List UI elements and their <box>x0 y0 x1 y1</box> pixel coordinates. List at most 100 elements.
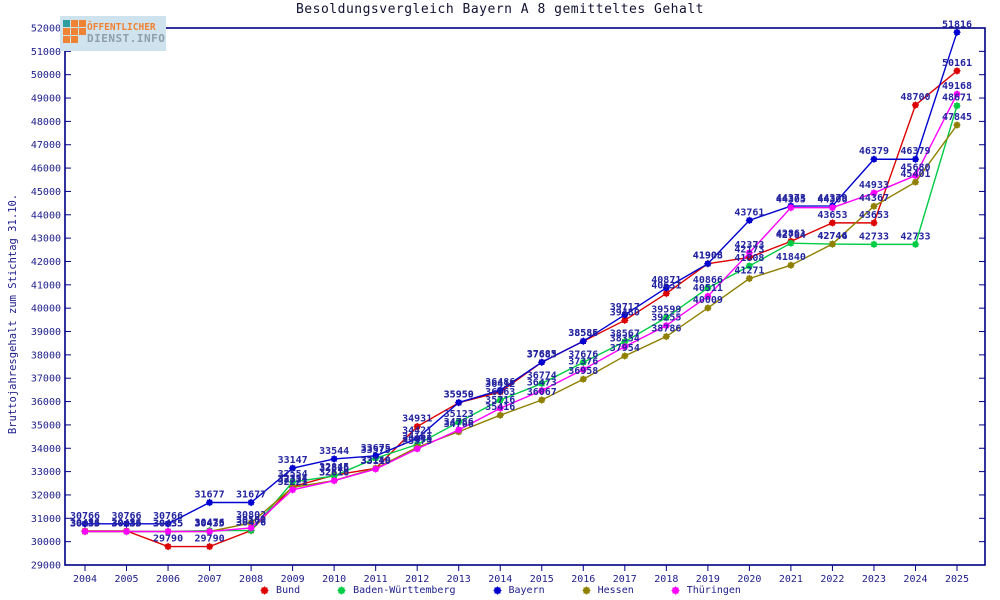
logo-text-line2: DIENST.INFO <box>87 31 166 45</box>
data-label-baden-w-rttemberg: 42784 <box>776 230 806 241</box>
data-label-hessen: 34706 <box>444 419 474 430</box>
series-point-th-ringen <box>620 342 629 351</box>
y-tick-label: 44000 <box>31 210 61 221</box>
series-line-hessen <box>85 124 958 533</box>
series-point-bayern <box>745 216 754 225</box>
logo-icon-cell <box>63 36 70 43</box>
data-label-bund: 43653 <box>817 210 847 221</box>
series-point-bund <box>953 67 961 75</box>
logo-icon-cell <box>63 20 70 27</box>
series-point-bund <box>828 219 837 227</box>
series-point-hessen <box>579 375 588 384</box>
series-point-bayern <box>870 155 878 164</box>
x-tick-label: 2022 <box>820 574 844 585</box>
data-label-hessen: 36067 <box>527 387 557 398</box>
x-tick-label: 2021 <box>779 574 803 585</box>
series-point-hessen <box>662 332 671 341</box>
data-label-baden-w-rttemberg: 32554 <box>278 469 308 480</box>
y-tick-label: 50000 <box>31 70 61 81</box>
series-point-hessen <box>496 411 505 420</box>
data-label-th-ringen: 38354 <box>610 334 640 345</box>
data-label-bund: 37683 <box>527 349 557 360</box>
x-tick-label: 2011 <box>364 574 388 585</box>
data-label-baden-w-rttemberg: 30476 <box>195 518 225 529</box>
series-point-bayern <box>81 519 89 528</box>
data-label-bayern: 44379 <box>817 193 847 204</box>
plot-frame <box>64 27 986 566</box>
data-label-bayern: 30766 <box>153 511 183 522</box>
data-label-bund: 42173 <box>734 244 764 255</box>
data-label-bayern: 46379 <box>859 146 889 157</box>
data-label-baden-w-rttemberg: 33575 <box>361 445 391 456</box>
data-label-bund: 48700 <box>900 92 930 103</box>
data-label-bayern: 44373 <box>776 193 806 204</box>
x-tick-label: 2012 <box>405 574 429 585</box>
data-label-baden-w-rttemberg: 42733 <box>900 231 930 242</box>
data-label-th-ringen: 42373 <box>734 240 764 251</box>
y-tick-label: 38000 <box>31 350 61 361</box>
data-label-bayern: 41905 <box>693 251 723 262</box>
legend-label-th-ringen: Thüringen <box>686 585 741 596</box>
y-tick-label: 41000 <box>31 280 61 291</box>
data-label-th-ringen: 40511 <box>693 283 723 294</box>
data-label-hessen: 32321 <box>278 474 308 485</box>
y-tick-label: 32000 <box>31 490 61 501</box>
data-label-baden-w-rttemberg: 38567 <box>610 329 640 340</box>
data-label-th-ringen: 33975 <box>402 436 432 447</box>
series-point-bayern <box>247 498 255 507</box>
series-point-baden-w-rttemberg <box>787 239 795 247</box>
logo-icon-cell <box>71 36 78 43</box>
data-label-bayern: 43761 <box>734 207 764 218</box>
data-label-bund: 35950 <box>444 390 474 401</box>
chart-title: Besoldungsvergleich Bayern A 8 gemittelt… <box>295 2 704 17</box>
y-tick-label: 45000 <box>31 187 61 198</box>
x-tick-label: 2016 <box>571 574 595 585</box>
data-label-bayern: 31677 <box>195 489 225 500</box>
data-label-bund: 43653 <box>859 210 889 221</box>
data-label-baden-w-rttemberg: 30435 <box>153 518 183 529</box>
legend-label-bund: Bund <box>276 585 301 596</box>
data-label-bayern: 31677 <box>236 489 266 500</box>
data-label-bayern: 35959 <box>444 390 474 401</box>
series-point-hessen <box>787 261 795 270</box>
legend-item-hessen: Hessen <box>581 585 634 596</box>
data-label-baden-w-rttemberg: 40866 <box>693 275 723 286</box>
data-label-th-ringen: 44306 <box>817 195 847 206</box>
data-label-bund: 36412 <box>485 379 515 390</box>
data-label-hessen: 38786 <box>651 324 681 335</box>
data-label-hessen: 30802 <box>236 510 266 521</box>
series-point-bayern <box>704 259 712 268</box>
x-tick-label: 2004 <box>73 574 97 585</box>
data-label-bayern: 33544 <box>319 446 349 457</box>
series-point-baden-w-rttemberg <box>579 358 588 367</box>
series-point-bayern <box>911 155 920 164</box>
y-axis-title: Bruttojahresgehalt zum Stichtag 31.10. <box>7 193 19 435</box>
x-tick-label: 2008 <box>239 574 263 585</box>
series-point-bund <box>911 101 920 109</box>
logo-text: ÖFFENTLICHER DIENST.INFO <box>87 23 165 44</box>
series-point-th-ringen <box>662 321 671 330</box>
series-point-bund <box>620 316 629 325</box>
series-point-th-ringen <box>911 171 920 180</box>
series-point-th-ringen <box>537 386 546 395</box>
data-label-hessen: 40009 <box>693 295 723 306</box>
legend-marker-hessen <box>581 586 591 595</box>
data-label-th-ringen: 30589 <box>236 515 266 526</box>
series-point-th-ringen <box>496 404 505 413</box>
data-label-baden-w-rttemberg: 36063 <box>485 387 515 398</box>
data-label-th-ringen: 39255 <box>651 313 681 324</box>
data-label-hessen: 41840 <box>776 252 806 263</box>
data-label-bayern: 38586 <box>568 328 598 339</box>
data-label-bund: 29790 <box>153 534 183 545</box>
series-point-bund <box>413 422 422 431</box>
data-label-hessen: 32616 <box>319 468 349 479</box>
y-tick-label: 37000 <box>31 374 61 385</box>
series-point-baden-w-rttemberg <box>288 478 297 486</box>
x-tick-label: 2018 <box>654 574 678 585</box>
series-point-th-ringen <box>454 426 463 434</box>
series-point-bayern <box>330 455 338 463</box>
data-label-baden-w-rttemberg: 42744 <box>817 231 847 242</box>
x-tick-label: 2013 <box>447 574 471 585</box>
series-line-bund <box>85 70 958 548</box>
series-point-th-ringen <box>413 445 422 453</box>
